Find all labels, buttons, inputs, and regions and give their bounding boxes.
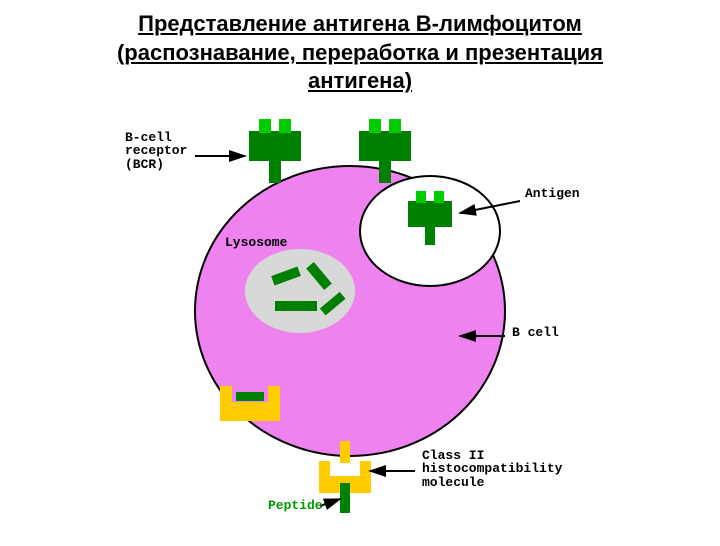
- diagram-svg: [0, 101, 720, 541]
- receptor-1: [249, 119, 301, 183]
- fragment-3: [275, 301, 317, 311]
- label-bcr: B-cell receptor (BCR): [125, 131, 187, 172]
- page-title: Представление антигена В-лимфоцитом (рас…: [0, 0, 720, 101]
- label-lysosome: Lysosome: [225, 236, 287, 250]
- lysosome-shape: [245, 249, 355, 333]
- diagram-container: B-cell receptor (BCR) Antigen Lysosome B…: [0, 101, 720, 541]
- title-line-2: (распознавание, переработка и презентаци…: [20, 39, 700, 68]
- label-class2: Class II histocompatibility molecule: [422, 449, 562, 490]
- label-antigen: Antigen: [525, 187, 580, 201]
- label-bcell: B cell: [512, 326, 559, 340]
- title-line-3: антигена): [20, 67, 700, 96]
- label-peptide: Peptide: [268, 499, 323, 513]
- title-line-1: Представление антигена В-лимфоцитом: [20, 10, 700, 39]
- arrow-peptide: [320, 499, 340, 506]
